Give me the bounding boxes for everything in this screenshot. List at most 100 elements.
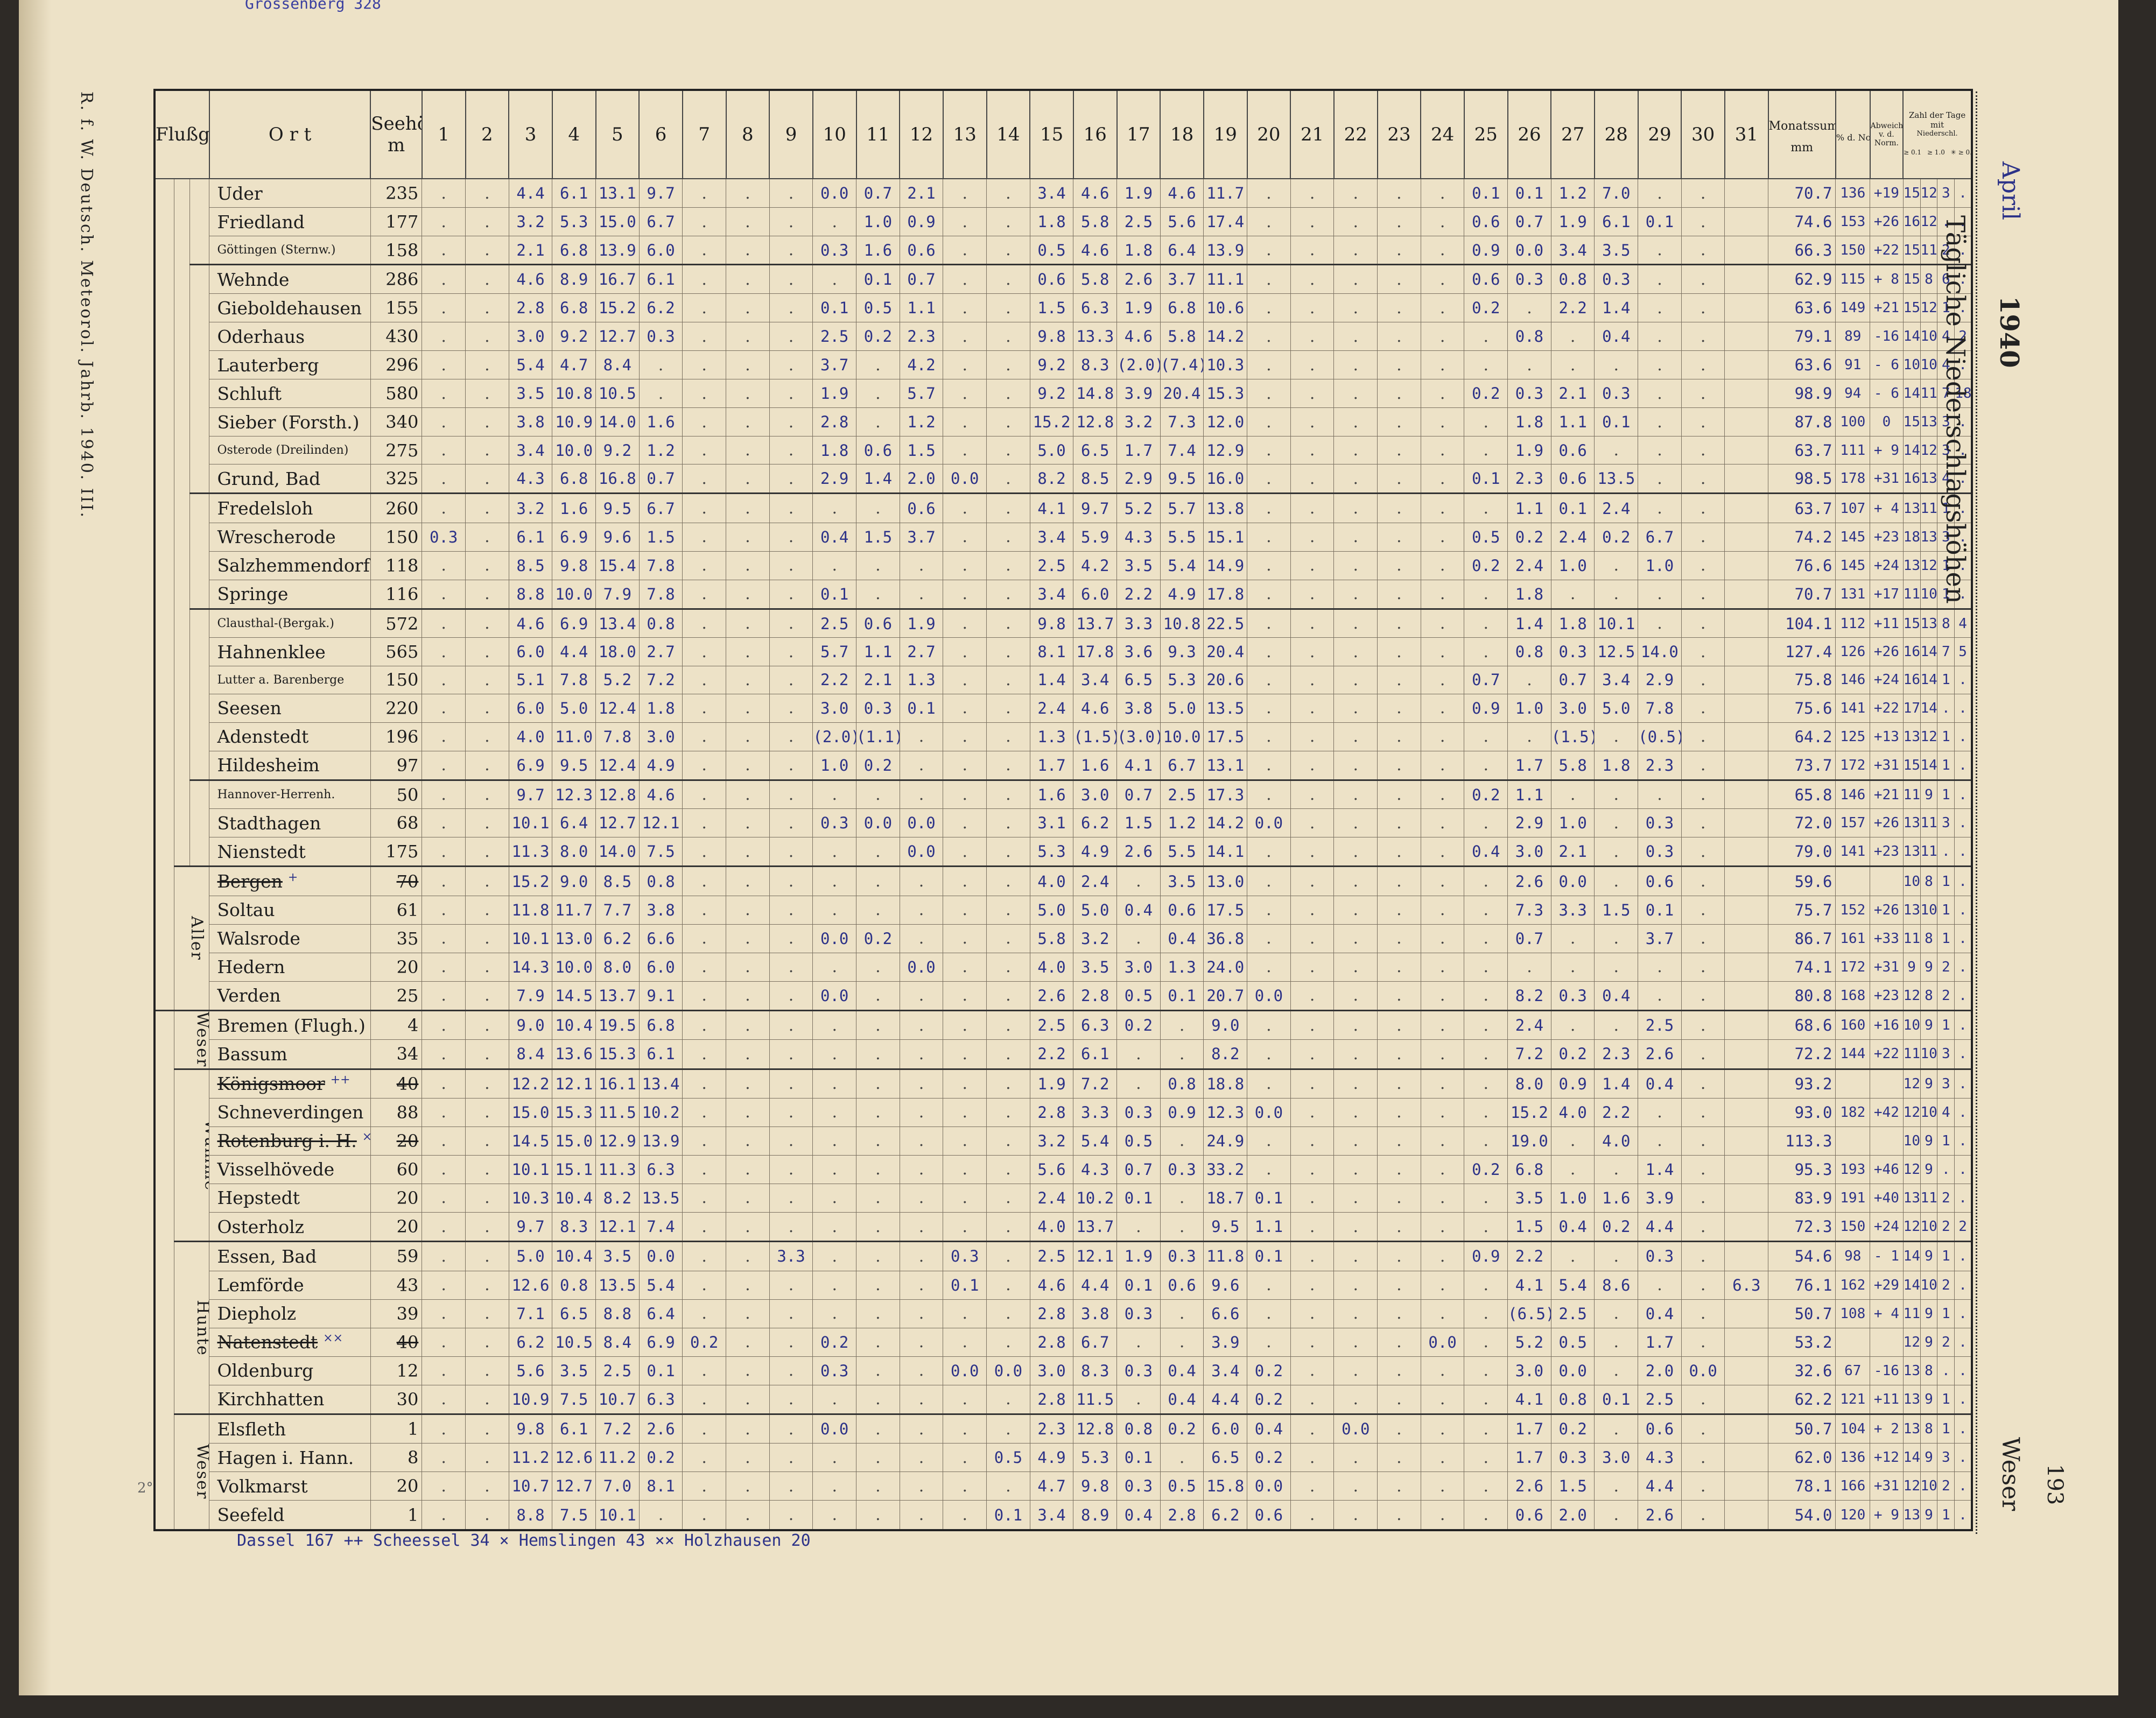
- day-value: 2.8: [1029, 1327, 1074, 1357]
- day-value: .: [726, 779, 770, 809]
- day-value: 15.0: [552, 1126, 596, 1156]
- day-value: 4.6: [1073, 236, 1118, 265]
- station-name: Hedern: [209, 952, 371, 982]
- day-value: 1.9: [1550, 207, 1595, 237]
- day-value: .: [682, 808, 727, 838]
- day-value: [1724, 981, 1769, 1011]
- table-row: Hepstedt 20.. 10.3 10.4 8.2 13.5........ 2.4 10…: [154, 1183, 1972, 1213]
- day-value: .: [1681, 895, 1725, 925]
- day-value: .: [943, 1327, 987, 1357]
- station-name: Verden: [209, 981, 371, 1011]
- day-value: 10.2: [638, 1097, 683, 1127]
- col-day: 6: [638, 89, 683, 179]
- day-value: .: [682, 608, 727, 638]
- day-value: .: [1333, 1299, 1378, 1328]
- day-value: .: [812, 1241, 857, 1271]
- day-value: 0.0: [1550, 1356, 1595, 1385]
- monthly-sum: 127.4: [1768, 637, 1836, 667]
- day-value: .: [943, 693, 987, 723]
- day-value: .: [682, 750, 727, 781]
- day-value: .: [943, 637, 987, 667]
- day-value: .: [1550, 1154, 1595, 1184]
- day-value: 11.8: [1203, 1241, 1248, 1271]
- day-value: .: [726, 722, 770, 751]
- day-value: 12.1: [595, 1212, 640, 1242]
- days-ge-1-0: 10: [1920, 322, 1938, 351]
- day-value: 5.8: [1550, 750, 1595, 781]
- day-value: 11.8: [508, 895, 553, 925]
- station-name-text: Königsmoor: [217, 1073, 325, 1095]
- station-name-text: Bergen: [217, 871, 283, 892]
- day-value: .: [1333, 1183, 1378, 1213]
- day-value: 0.0: [943, 464, 987, 494]
- table-row: Weser Elsfleth 1.. 9.8 6.1 7.2 2.6... 0.0.... 2.…: [154, 1413, 1972, 1531]
- day-value: 0.1: [1116, 1183, 1161, 1213]
- day-value: .: [1638, 492, 1682, 523]
- day-value: 0.7: [1507, 207, 1551, 237]
- day-value: 2.6: [1507, 1471, 1551, 1501]
- day-value: .: [1290, 1126, 1335, 1156]
- days-snow: 8: [1937, 608, 1955, 638]
- group-label-text: Wümme: [200, 1119, 209, 1192]
- day-value: .: [986, 693, 1030, 723]
- day-value: .: [1160, 1183, 1204, 1213]
- day-value: .: [1420, 865, 1465, 896]
- day-value: [1724, 464, 1769, 494]
- day-value: 0.6: [1464, 264, 1508, 294]
- day-value: .: [682, 837, 727, 867]
- station-altitude: 97: [370, 750, 423, 781]
- day-value: .: [943, 1500, 987, 1531]
- day-value: 2.1: [1550, 837, 1595, 867]
- day-value: .: [943, 837, 987, 867]
- day-value: .: [682, 464, 727, 494]
- days-ge-0-1: 12: [1902, 1068, 1921, 1099]
- day-value: 2.0: [899, 464, 944, 494]
- day-value: .: [1377, 1327, 1421, 1357]
- day-value: 10.6: [1203, 293, 1248, 323]
- day-value: .: [1290, 293, 1335, 323]
- deviation-from-normal: [1870, 1068, 1904, 1099]
- day-value: .: [899, 1471, 944, 1501]
- day-value: 1.6: [1594, 1183, 1639, 1213]
- day-value: 14.0: [595, 837, 640, 867]
- day-value: 0.6: [899, 492, 944, 523]
- day-value: [1724, 1299, 1769, 1328]
- day-value: 0.3: [1116, 1356, 1161, 1385]
- day-value: 8.0: [595, 952, 640, 982]
- day-value: 0.1: [1160, 981, 1204, 1011]
- day-value: .: [899, 1039, 944, 1069]
- day-value: .: [1247, 436, 1291, 465]
- monthly-sum: 32.6: [1768, 1356, 1836, 1385]
- day-value: 2.8: [1160, 1500, 1204, 1531]
- day-value: 3.5: [595, 1241, 640, 1271]
- day-value: .: [943, 1009, 987, 1040]
- day-value: .: [682, 865, 727, 896]
- deviation-from-normal: 0: [1870, 407, 1904, 437]
- day-value: .: [943, 579, 987, 610]
- day-value: [1724, 379, 1769, 409]
- header-note: Grossenberg 328: [245, 0, 381, 12]
- day-value: .: [1681, 464, 1725, 494]
- day-value: 13.9: [595, 236, 640, 265]
- day-value: .: [1247, 779, 1291, 809]
- station-name: Oldenburg: [209, 1356, 371, 1385]
- days-ge-0-1: 14: [1902, 1241, 1921, 1271]
- col-ge01-label: ≥ 0.1: [1904, 148, 1922, 156]
- day-value: .: [682, 264, 727, 294]
- day-value: [1724, 350, 1769, 380]
- day-value: .: [1420, 264, 1465, 294]
- days-ge-0-1: 14: [1902, 436, 1921, 465]
- deviation-from-normal: +13: [1870, 722, 1904, 751]
- col-day: 18: [1160, 89, 1204, 179]
- day-value: 0.5: [1116, 1126, 1161, 1156]
- day-value: .: [1681, 1384, 1725, 1414]
- day-value: .: [1160, 1327, 1204, 1357]
- day-value: .: [682, 693, 727, 723]
- day-value: .: [682, 1384, 727, 1414]
- day-value: 1.5: [856, 522, 900, 552]
- day-value: .: [769, 1500, 813, 1531]
- col-pct-norm-label: % d. Norm.: [1836, 132, 1870, 143]
- percent-of-normal: 112: [1835, 608, 1871, 638]
- group-label-text: Leine: [206, 798, 209, 849]
- day-value: 9.7: [638, 178, 683, 208]
